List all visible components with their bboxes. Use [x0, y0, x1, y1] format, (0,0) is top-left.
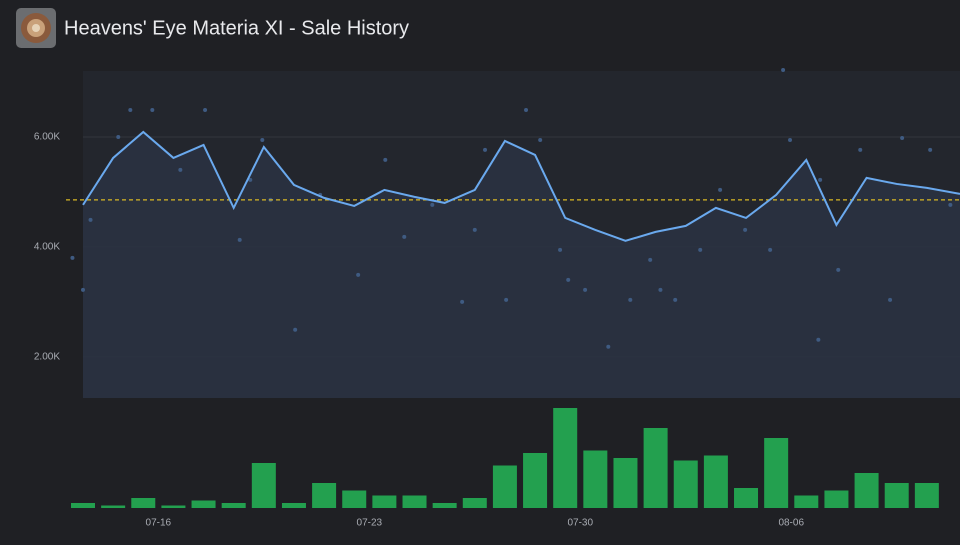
volume-bar [372, 495, 397, 508]
volume-bar [523, 453, 548, 508]
sale-point [538, 137, 543, 142]
sale-point [237, 237, 242, 242]
sale-point [818, 177, 823, 182]
sale-point [88, 217, 93, 222]
sale-point [203, 107, 208, 112]
x-tick-label: 07-30 [567, 518, 593, 529]
sale-point [858, 147, 863, 152]
sale-point [504, 297, 509, 302]
sale-point [128, 107, 133, 112]
sale-point [788, 137, 793, 142]
sale-point [743, 227, 748, 232]
sale-point [583, 287, 588, 292]
sale-point [928, 147, 933, 152]
volume-bar [824, 490, 849, 508]
sale-point [781, 68, 786, 73]
sale-point [836, 267, 841, 272]
sale-point [628, 297, 633, 302]
x-tick-label: 08-06 [778, 518, 804, 529]
chart-title: Heavens' Eye Materia XI - Sale History [64, 17, 409, 39]
sale-point [768, 247, 773, 252]
sale-point [658, 287, 663, 292]
y-tick-label: 4.00K [34, 242, 60, 253]
x-tick-label: 07-23 [357, 518, 383, 529]
sale-point [900, 135, 905, 140]
line-area [83, 131, 960, 398]
volume-bar [914, 483, 939, 508]
volume-bar [764, 438, 789, 508]
volume-bar [734, 488, 759, 508]
volume-bar [402, 495, 427, 508]
sale-point [402, 234, 407, 239]
sale-point [70, 255, 75, 260]
sale-point [460, 299, 465, 304]
volume-bar [251, 463, 276, 508]
volume-bar [131, 498, 156, 508]
volume-bar [884, 483, 909, 508]
volume-bar [703, 455, 728, 508]
price-line [82, 130, 960, 242]
volume-bar [342, 490, 367, 508]
sale-point [483, 147, 488, 152]
sale-point [248, 177, 253, 182]
sale-point [293, 327, 298, 332]
volume-bar [583, 450, 608, 508]
sale-point [116, 134, 121, 139]
sale-point [178, 167, 183, 172]
volume-bar [794, 495, 819, 508]
sale-point [524, 107, 529, 112]
volume-bar [854, 473, 879, 508]
sale-point [356, 272, 361, 277]
sale-point [718, 187, 723, 192]
volume-bar [191, 500, 216, 508]
sale-point [150, 107, 155, 112]
volume-bar [643, 428, 668, 508]
sale-point [816, 337, 821, 342]
y-tick-label: 2.00K [34, 351, 60, 362]
sale-point [260, 137, 265, 142]
volume-bar [673, 460, 698, 508]
sale-point [888, 297, 893, 302]
sale-point [698, 247, 703, 252]
sale-point [673, 297, 678, 302]
volume-bar [312, 483, 337, 508]
volume-bar [71, 503, 95, 508]
sale-point [606, 344, 611, 349]
sale-point [81, 287, 85, 292]
sale-point [948, 202, 953, 207]
volume-bar [613, 458, 638, 508]
volume-bar [281, 503, 306, 508]
volume-bar [161, 505, 186, 508]
item-icon [16, 8, 56, 48]
volume-bar [101, 505, 126, 508]
sale-point [383, 157, 388, 162]
sale-point [558, 247, 563, 252]
x-tick-label: 07-16 [146, 518, 172, 529]
volume-bar [221, 503, 246, 508]
volume-bar [462, 498, 487, 508]
volume-bar [553, 408, 578, 508]
volume-bar [432, 503, 457, 508]
sale-point [472, 227, 477, 232]
sale-point [430, 202, 435, 207]
volume-bar [492, 465, 517, 508]
sale-point [566, 277, 571, 282]
sale-point [648, 257, 653, 262]
y-tick-label: 6.00K [34, 132, 60, 143]
